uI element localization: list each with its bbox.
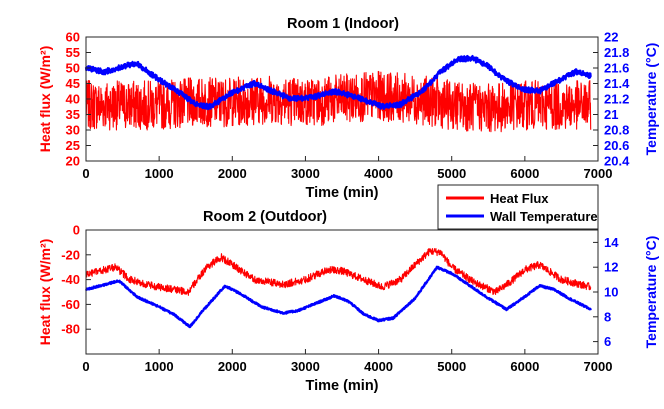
- right-y-tick-label: 20.8: [604, 123, 629, 138]
- x-tick-label: 3000: [291, 166, 320, 181]
- left-y-tick-label: 60: [66, 30, 80, 45]
- legend: Heat Flux Wall Temperature: [437, 184, 599, 230]
- left-y-tick-label: 45: [66, 76, 80, 91]
- x-tick-label: 6000: [510, 359, 539, 374]
- series-line-wall-temperature: [85, 265, 592, 329]
- left-y-axis-label: Heat flux (W/m²): [37, 239, 53, 346]
- left-y-tick-label: 55: [66, 45, 80, 60]
- right-y-tick-label: 22: [604, 30, 618, 45]
- x-tick-label: 3000: [291, 359, 320, 374]
- x-tick-label: 6000: [510, 166, 539, 181]
- right-y-tick-label: 21.4: [604, 76, 630, 91]
- left-y-tick-label: -60: [61, 297, 80, 312]
- right-y-tick-label: 20.4: [604, 154, 630, 169]
- panel-room1: Room 1 (Indoor) 0 1000 2000 3000 4000 5000 600…: [37, 16, 659, 201]
- x-tick-label: 2000: [218, 359, 247, 374]
- series-lines: [84, 54, 592, 133]
- right-y-tick-label: 21.6: [604, 61, 629, 76]
- x-axis-ticks: 0 1000 2000 3000 4000 5000 6000 7000: [82, 349, 612, 374]
- right-y-tick-label: 20.6: [604, 138, 629, 153]
- x-axis-label: Time (min): [305, 378, 378, 394]
- x-axis-ticks: 0 1000 2000 3000 4000 5000 6000 7000: [82, 156, 612, 181]
- left-y-tick-label: -20: [61, 247, 80, 262]
- left-y-tick-label: -80: [61, 322, 80, 337]
- x-tick-label: 4000: [364, 359, 393, 374]
- right-y-tick-label: 14: [604, 235, 619, 250]
- legend-box: [437, 184, 599, 230]
- left-y-axis-ticks: -80 -60 -40 -20 0: [61, 223, 91, 337]
- right-y-tick-label: 10: [604, 285, 618, 300]
- plot-area: [86, 230, 598, 354]
- series-line-heat-flux: [85, 247, 592, 296]
- x-tick-label: 0: [82, 166, 89, 181]
- right-y-axis-label: Temperature (°C): [643, 236, 659, 349]
- right-y-tick-label: 21.8: [604, 45, 629, 60]
- series-line-wall-temperature: [84, 54, 592, 111]
- legend-label-wall-temperature: Wall Temperature: [490, 209, 598, 224]
- right-y-tick-label: 6: [604, 334, 611, 349]
- right-y-axis-label: Temperature (°C): [643, 43, 659, 156]
- x-tick-label: 5000: [437, 359, 466, 374]
- left-y-tick-label: 40: [66, 92, 80, 107]
- left-y-tick-label: 30: [66, 123, 80, 138]
- x-tick-label: 4000: [364, 166, 393, 181]
- right-y-tick-label: 21.2: [604, 92, 629, 107]
- right-y-tick-label: 21: [604, 107, 618, 122]
- x-tick-label: 1000: [145, 166, 174, 181]
- x-tick-label: 5000: [437, 166, 466, 181]
- right-y-tick-label: 12: [604, 260, 618, 275]
- left-y-tick-label: 25: [66, 138, 80, 153]
- legend-label-heat-flux: Heat Flux: [490, 191, 549, 206]
- x-tick-label: 2000: [218, 166, 247, 181]
- x-tick-label: 7000: [584, 166, 613, 181]
- panel-title: Room 2 (Outdoor): [203, 209, 327, 225]
- left-y-axis-label: Heat flux (W/m²): [37, 46, 53, 153]
- left-y-tick-label: 50: [66, 61, 80, 76]
- right-y-axis-ticks: 6 8 10 12 14: [593, 235, 619, 349]
- panel-title: Room 1 (Indoor): [287, 16, 399, 32]
- series-lines: [85, 247, 592, 329]
- x-tick-label: 1000: [145, 359, 174, 374]
- left-y-tick-label: -40: [61, 272, 80, 287]
- x-tick-label: 7000: [584, 359, 613, 374]
- x-axis-label: Time (min): [305, 185, 378, 201]
- left-y-tick-label: 20: [66, 154, 80, 169]
- right-y-tick-label: 8: [604, 309, 611, 324]
- left-y-tick-label: 35: [66, 107, 80, 122]
- panel-room2: Room 2 (Outdoor) 0 1000 2000 3000 4000 5000 60…: [37, 209, 659, 394]
- x-tick-label: 0: [82, 359, 89, 374]
- left-y-tick-label: 0: [73, 223, 80, 238]
